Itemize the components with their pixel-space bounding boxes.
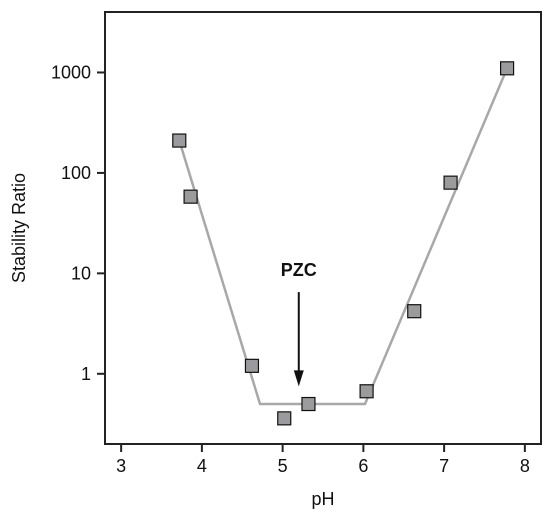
x-tick-label: 7 <box>439 456 449 476</box>
data-point <box>443 175 458 190</box>
data-point <box>172 133 187 148</box>
data-point <box>499 61 515 76</box>
x-tick-label: 6 <box>358 456 368 476</box>
y-tick-label: 10 <box>71 263 91 283</box>
data-point <box>244 358 260 373</box>
data-point <box>407 304 422 319</box>
pzc-label: PZC <box>281 260 317 280</box>
data-point <box>277 411 292 426</box>
y-axis-title: Stability Ratio <box>9 173 29 283</box>
y-axis: 1 10 100 1000 <box>51 62 105 384</box>
data-point <box>183 189 198 204</box>
fit-line-layer <box>178 64 510 406</box>
y-tick-label: 1 <box>81 364 91 384</box>
x-tick-label: 4 <box>197 456 207 476</box>
annotation-layer: PZC <box>281 260 317 387</box>
pzc-arrow-head <box>293 370 304 387</box>
marker-layer <box>172 61 515 426</box>
x-axis-title: pH <box>311 489 334 509</box>
data-point <box>301 396 316 412</box>
y-tick-label: 100 <box>61 163 91 183</box>
x-tick-label: 3 <box>116 456 126 476</box>
x-tick-label: 5 <box>278 456 288 476</box>
plot-frame <box>104 11 542 445</box>
fit-line <box>178 64 510 406</box>
x-tick-label: 8 <box>520 456 530 476</box>
data-point <box>359 384 374 399</box>
x-axis: 3 4 5 6 7 8 <box>116 444 530 476</box>
y-tick-label: 1000 <box>51 62 91 82</box>
